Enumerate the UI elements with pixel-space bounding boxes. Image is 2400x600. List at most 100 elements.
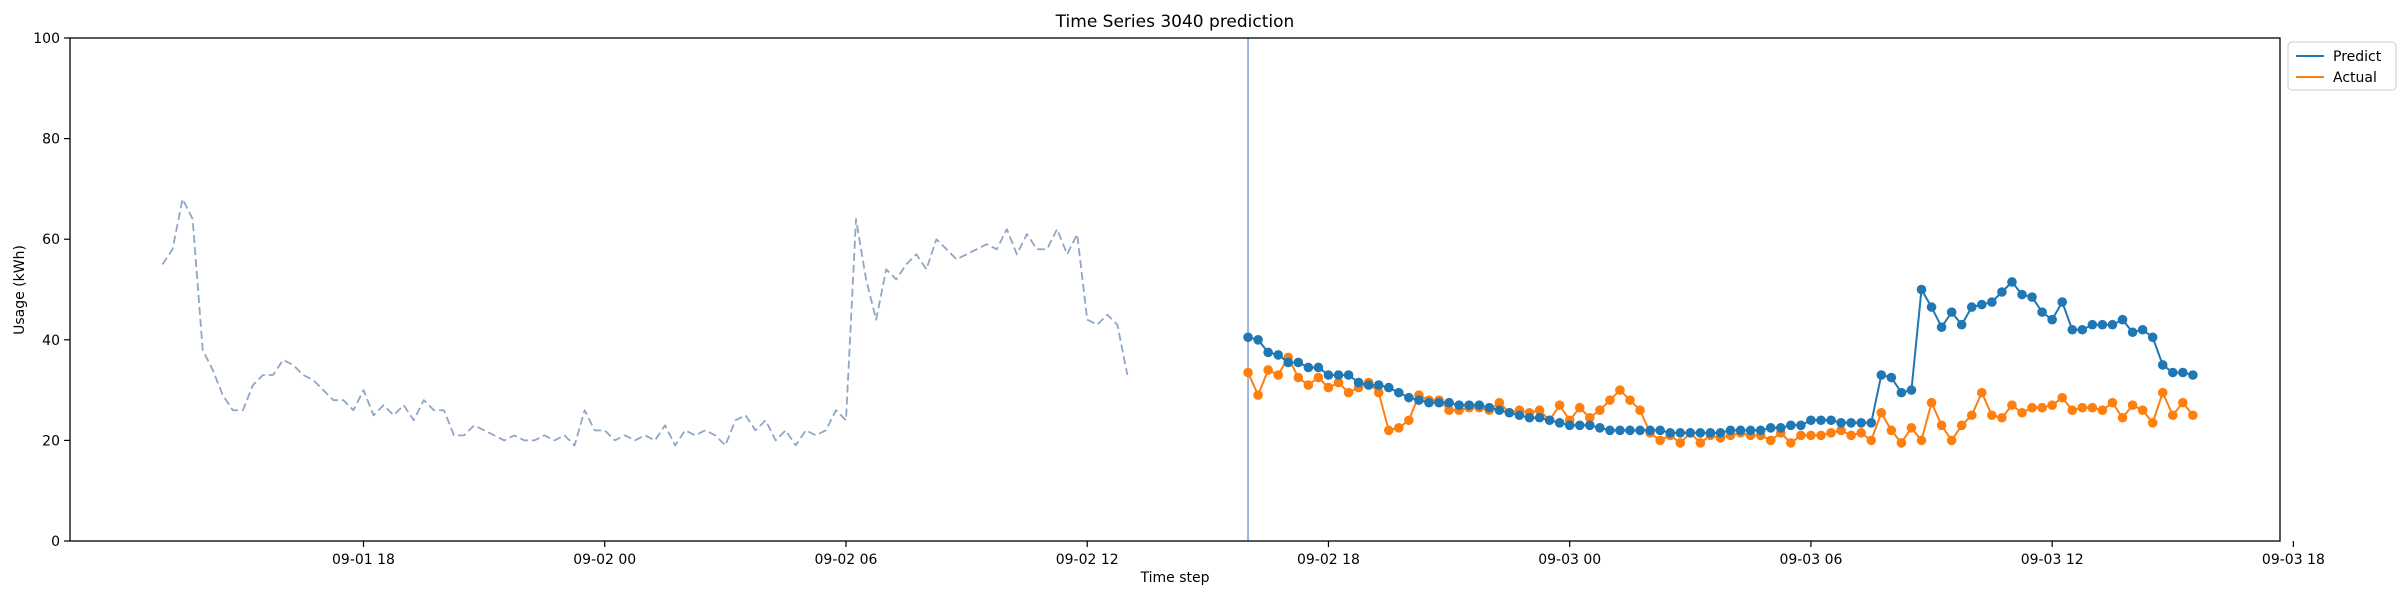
y-tick-label: 60 — [42, 232, 60, 248]
data-point-prediction — [1615, 425, 1625, 436]
x-axis-label: Time step — [1140, 570, 1210, 586]
data-point-prediction — [2047, 314, 2057, 325]
data-point-prediction — [1373, 380, 1384, 390]
data-point-prediction — [1253, 335, 1263, 345]
data-point-prediction — [2137, 324, 2148, 335]
data-point-actual — [1886, 425, 1897, 436]
data-point-prediction — [1524, 412, 1535, 423]
data-point-prediction — [1504, 407, 1515, 418]
data-point-prediction — [2107, 319, 2118, 330]
data-point-prediction — [1936, 322, 1947, 333]
data-point-actual — [1635, 405, 1645, 416]
data-point-actual — [1404, 415, 1414, 426]
data-point-actual — [1494, 397, 1505, 408]
y-tick-label: 20 — [42, 433, 60, 449]
data-point-prediction — [1645, 425, 1655, 436]
y-tick-label: 80 — [42, 132, 60, 148]
data-point-prediction — [1886, 372, 1897, 383]
data-point-prediction — [2067, 324, 2078, 335]
data-point-prediction — [1293, 357, 1304, 368]
data-point-actual — [1253, 390, 1263, 400]
y-axis: 0 20 40 60 80 100 — [33, 31, 70, 550]
y-tick-label: 0 — [51, 534, 60, 550]
data-point-prediction — [1786, 420, 1796, 431]
data-point-actual — [1534, 405, 1545, 416]
data-point-prediction — [2147, 332, 2158, 343]
data-point-prediction — [1394, 387, 1404, 398]
data-point-prediction — [1514, 410, 1525, 421]
data-point-prediction — [2057, 297, 2068, 307]
data-point-actual — [1876, 407, 1887, 418]
data-point-actual — [1836, 425, 1846, 436]
data-point-actual — [1946, 435, 1957, 446]
data-point-actual — [1816, 430, 1826, 441]
data-point-prediction — [1735, 425, 1746, 436]
data-point-actual — [1313, 372, 1324, 383]
data-point-prediction — [1333, 370, 1344, 380]
data-point-actual — [1806, 430, 1816, 441]
x-axis: 09-01 18 09-02 00 09-02 06 09-02 12 09-02 18… — [332, 541, 2325, 568]
data-point-prediction — [1775, 423, 1786, 433]
data-point-prediction — [2037, 307, 2047, 317]
data-point-actual — [1605, 395, 1615, 405]
data-point-prediction — [1916, 284, 1927, 295]
data-point-prediction — [1765, 423, 1776, 433]
data-point-prediction — [2027, 292, 2037, 302]
data-point-prediction — [1806, 415, 1816, 426]
data-point-prediction — [2167, 367, 2178, 378]
data-point-prediction — [1675, 428, 1686, 438]
data-point-actual — [2117, 412, 2128, 423]
data-point-prediction — [1404, 392, 1414, 403]
data-point-actual — [1655, 435, 1665, 446]
data-point-prediction — [1564, 420, 1575, 431]
data-point-prediction — [1725, 425, 1736, 436]
data-point-actual — [1695, 438, 1706, 448]
data-point-prediction — [2178, 367, 2188, 378]
data-point-actual — [2087, 402, 2098, 413]
data-point-actual — [1987, 410, 1997, 421]
data-point-prediction — [1353, 377, 1364, 388]
data-point-actual — [1936, 420, 1947, 431]
data-point-prediction — [1273, 350, 1283, 360]
data-point-prediction — [2017, 289, 2027, 300]
x-tick-label: 09-02 00 — [573, 552, 636, 568]
data-point-actual — [1444, 405, 1454, 416]
data-point-actual — [2157, 387, 2168, 398]
data-point-prediction — [1323, 370, 1334, 380]
data-point-actual — [1866, 435, 1877, 446]
data-point-prediction — [1685, 428, 1696, 438]
data-point-prediction — [2117, 314, 2128, 325]
data-point-prediction — [1484, 402, 1495, 413]
data-point-prediction — [1946, 307, 1957, 317]
data-point-actual — [2178, 397, 2188, 408]
data-point-prediction — [1745, 425, 1756, 436]
data-point-actual — [1273, 370, 1283, 380]
x-tick-label: 09-02 18 — [1297, 552, 1360, 568]
data-point-actual — [1383, 425, 1394, 436]
data-point-prediction — [2097, 319, 2108, 330]
data-point-actual — [1675, 438, 1686, 448]
y-tick-label: 100 — [33, 31, 60, 47]
data-point-actual — [1856, 428, 1866, 438]
data-point-actual — [1926, 397, 1937, 408]
data-point-actual — [1394, 423, 1404, 433]
data-point-actual — [2188, 410, 2198, 421]
x-tick-label: 09-03 18 — [2262, 552, 2325, 568]
data-point-actual — [2017, 407, 2027, 418]
data-point-prediction — [1977, 299, 1987, 310]
data-point-actual — [1343, 387, 1354, 398]
data-point-prediction — [2077, 324, 2088, 335]
data-point-actual — [1765, 435, 1776, 446]
data-point-prediction — [1755, 425, 1766, 436]
data-point-prediction — [1363, 380, 1374, 390]
data-point-prediction — [1926, 302, 1937, 312]
x-tick-label: 09-01 18 — [332, 552, 395, 568]
data-point-actual — [2167, 410, 2178, 421]
data-point-prediction — [1303, 362, 1314, 373]
y-axis-label: Usage (kWh) — [12, 245, 28, 335]
data-point-actual — [2007, 400, 2017, 410]
data-point-prediction — [1454, 400, 1464, 410]
data-point-actual — [1303, 380, 1314, 390]
